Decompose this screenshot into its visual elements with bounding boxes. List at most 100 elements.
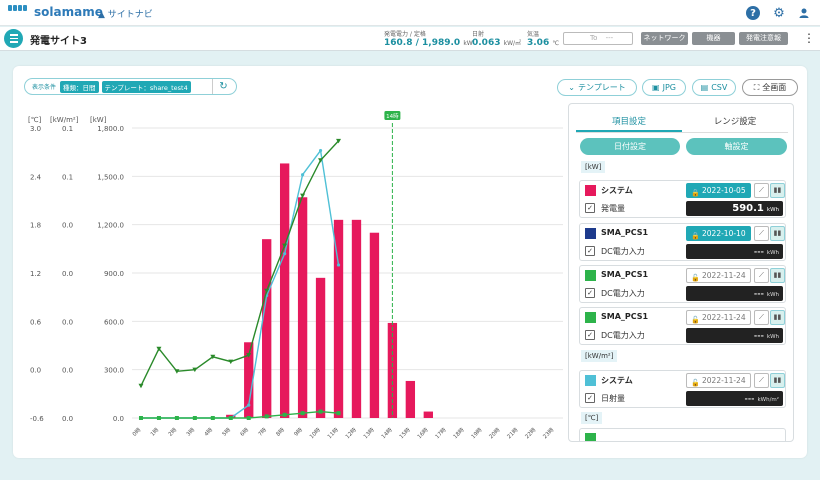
y-tick-kw: 0.0 [113, 415, 124, 423]
tab-range-settings[interactable]: レンジ設定 [713, 117, 757, 127]
alert-button[interactable]: 発電注意報 [739, 32, 788, 45]
y-tick-temp: 1.2 [30, 270, 41, 278]
date-settings-button[interactable]: 日付設定 [580, 138, 680, 155]
axis-settings-button[interactable]: 軸設定 [686, 138, 787, 155]
point [228, 416, 233, 420]
user-icon[interactable] [797, 6, 811, 20]
line-chart-icon[interactable]: ⟋ [754, 268, 769, 283]
series-date-field[interactable]: 🔓 2022-11-24 [686, 373, 751, 388]
brand-logo[interactable]: solamame [8, 5, 103, 19]
x-tick-label: 6時 [238, 425, 250, 437]
y-tick-irr: 0.0 [62, 222, 73, 230]
refresh-icon[interactable]: ↻ [212, 79, 234, 94]
to-field[interactable]: To --- [563, 32, 633, 45]
point [246, 416, 251, 420]
graph-card: 表示条件 種類：日間 テンプレート：share_test4 ↻ ⌄ テンプレート… [13, 66, 807, 458]
series-date: 2022-11-24 [702, 313, 746, 322]
tab-item-settings[interactable]: 項目設定 [576, 114, 682, 132]
site-navi-link[interactable]: ▲ サイトナビ [98, 7, 153, 20]
point [264, 288, 270, 294]
axis-header-irr: [kW/m²] [50, 116, 79, 124]
bar-13時 [369, 232, 380, 418]
unit-c-label: [℃] [581, 412, 603, 424]
x-tick-label: 21時 [505, 425, 520, 440]
bar-16時 [423, 411, 433, 418]
settings-tabs: 項目設定 レンジ設定 [576, 114, 788, 133]
unit-kw-label: [kW] [581, 161, 606, 173]
device-button[interactable]: 機器 [692, 32, 735, 45]
fullscreen-icon: ⛶ [753, 82, 760, 92]
series-date-field[interactable]: 🔒 2022-10-05 [686, 183, 751, 198]
fullscreen-button[interactable]: ⛶ 全画面 [742, 79, 798, 96]
page-title: 発電サイト3 [30, 36, 87, 47]
bar-chart-icon[interactable]: ▮▮ [770, 373, 785, 388]
series-checkbox[interactable]: ✓ [585, 288, 595, 298]
y-tick-kw: 1,800.0 [97, 125, 124, 133]
series-checkbox[interactable]: ✓ [585, 393, 595, 403]
x-tick-label: 14時 [379, 425, 394, 440]
more-menu-icon[interactable]: ⋮ [803, 31, 815, 45]
point [246, 353, 252, 358]
point [282, 243, 288, 249]
bar-chart-icon[interactable]: ▮▮ [770, 268, 785, 283]
bar-chart-icon[interactable]: ▮▮ [770, 226, 785, 241]
line-chart-icon[interactable]: ⟋ [754, 183, 769, 198]
series-line-2 [140, 140, 340, 387]
csv-button[interactable]: ▤ CSV [692, 79, 736, 96]
point [264, 414, 269, 419]
template-button[interactable]: ⌄ テンプレート [557, 79, 637, 96]
line-chart-icon[interactable]: ⟋ [754, 226, 769, 241]
bar-chart-icon[interactable]: ▮▮ [770, 183, 785, 198]
series-card: SMA_PCS1 🔒 2022-10-10 ⟋ ▮▮ ✓ DC電力入力 --- kWh [579, 223, 786, 261]
x-tick-label: 1時 [148, 425, 160, 437]
point [138, 383, 144, 389]
lock-icon: 🔓 [691, 379, 700, 387]
x-tick-label: 3時 [184, 425, 196, 437]
series-date-field[interactable]: 🔓 2022-11-24 [686, 268, 751, 283]
series-checkbox[interactable]: ✓ [585, 330, 595, 340]
series-line-3 [140, 410, 339, 419]
series-unit: kWh [766, 334, 779, 340]
series-name: SMA_PCS1 [601, 312, 649, 321]
series-swatch [585, 312, 596, 323]
jpg-button[interactable]: ▣ JPG [642, 79, 686, 96]
series-checkbox[interactable]: ✓ [585, 203, 595, 213]
condition-chip-template: テンプレート：share_test4 [101, 80, 191, 93]
point [192, 416, 197, 420]
navi-arrow-icon: ▲ [98, 10, 105, 20]
jpg-label: JPG [662, 83, 676, 92]
series-date-field[interactable]: 🔓 2022-11-24 [686, 310, 751, 325]
csv-label: CSV [711, 83, 728, 92]
series-card: システム 🔒 2022-10-05 ⟋ ▮▮ ✓ 発電量 590.1 kWh [579, 180, 786, 218]
y-tick-temp: 0.0 [30, 367, 41, 375]
y-tick-temp: 1.8 [30, 222, 41, 230]
bar-chart-icon[interactable]: ▮▮ [770, 310, 785, 325]
point [282, 412, 287, 417]
series-unit: kWh [766, 207, 779, 213]
series-metric: DC電力入力 [601, 289, 645, 298]
series-value-box: --- kWh/m² [686, 391, 783, 406]
y-tick-kw: 900.0 [104, 270, 124, 278]
point [138, 416, 143, 420]
series-unit: kWh/m² [757, 397, 779, 403]
bar-8時 [279, 163, 290, 418]
network-button[interactable]: ネットワーク [641, 32, 688, 45]
x-tick-label: 7時 [256, 425, 268, 437]
point [318, 148, 323, 153]
series-value: --- [753, 331, 764, 340]
marker-label: 14時 [386, 112, 399, 120]
y-tick-temp: 3.0 [30, 125, 41, 133]
y-tick-irr: 0.0 [62, 270, 73, 278]
point [318, 158, 324, 163]
series-checkbox[interactable]: ✓ [585, 246, 595, 256]
help-icon[interactable]: ? [746, 6, 760, 20]
x-tick-label: 13時 [361, 425, 376, 440]
line-chart-icon[interactable]: ⟋ [754, 373, 769, 388]
point [192, 367, 198, 373]
x-tick-label: 18時 [451, 425, 466, 440]
line-chart-icon[interactable]: ⟋ [754, 310, 769, 325]
series-date-field[interactable]: 🔒 2022-10-10 [686, 226, 751, 241]
gear-icon[interactable]: ⚙ [773, 5, 785, 21]
metric-temperature-label: 気温 [527, 31, 540, 38]
menu-button[interactable] [4, 29, 23, 48]
